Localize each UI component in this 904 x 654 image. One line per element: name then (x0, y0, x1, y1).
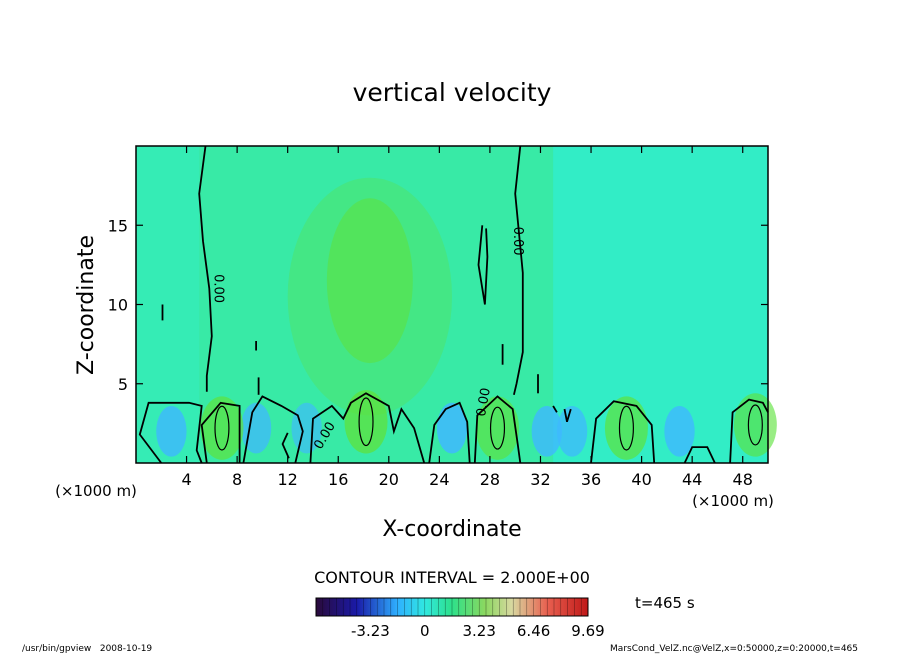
contour-interval-text: CONTOUR INTERVAL = 2.000E+00 (314, 568, 590, 587)
y-tick-labels: 5 10 15 (108, 216, 128, 394)
x-axis-label: X-coordinate (382, 517, 521, 542)
zero-contour-19 (563, 408, 572, 423)
zero-contour-7 (428, 401, 471, 464)
colorbar-label-0: -3.23 (351, 622, 390, 640)
downdraft-cell-1 (240, 402, 272, 454)
colorbar-tick-labels: -3.23 0 3.23 6.46 9.69 (351, 622, 605, 640)
x-tick-label-44: 44 (682, 470, 702, 489)
downdraft-cell-3 (436, 402, 468, 454)
x-tick-label-12: 12 (278, 470, 298, 489)
zero-contour-3 (138, 401, 203, 464)
downdraft-cell-6 (664, 405, 695, 457)
zero-contour-8 (473, 395, 522, 464)
x-unit-label-left: (×1000 m) (55, 482, 137, 500)
x-tick-label-32: 32 (530, 470, 550, 489)
contour-label-0: 0.00 (210, 274, 225, 303)
right-region-tint (553, 146, 768, 463)
zero-contour-0 (198, 145, 213, 392)
zero-contour-2 (477, 225, 489, 305)
time-label: t=465 s (635, 594, 695, 612)
colorbar-frame (315, 597, 589, 617)
velocity-field (136, 146, 777, 463)
axis-ticks (136, 146, 768, 463)
updraft-contour-0 (214, 405, 230, 451)
contour-label-1: 0.00 (510, 227, 525, 256)
zero-contour-5 (242, 395, 304, 464)
x-tick-label-16: 16 (328, 470, 348, 489)
x-tick-label-40: 40 (631, 470, 651, 489)
colorbar-label-1: 0 (420, 622, 430, 640)
x-tick-label-8: 8 (232, 470, 242, 489)
y-tick-label-15: 15 (108, 216, 128, 235)
colorbar: -3.23 0 3.23 6.46 9.69 (315, 597, 605, 640)
zero-contour-12 (281, 432, 290, 459)
x-tick-label-4: 4 (181, 470, 191, 489)
updraft-cell-2 (476, 396, 519, 460)
updraft-contour-3 (618, 405, 634, 451)
zero-contour-18 (552, 405, 558, 413)
x-tick-label-28: 28 (480, 470, 500, 489)
updraft-contours (214, 397, 763, 451)
downdraft-cell-2 (291, 402, 322, 454)
x-tick-label-20: 20 (379, 470, 399, 489)
chart-title: vertical velocity (353, 78, 552, 107)
downdraft-cell-4 (531, 405, 562, 457)
central-plume-core (326, 198, 413, 364)
colorbar-label-4: 9.69 (571, 622, 604, 640)
zero-contour-1 (513, 145, 524, 396)
downdraft-cell-0 (156, 405, 187, 457)
zero-contour-6 (309, 392, 426, 464)
colorbar-segments (322, 598, 582, 616)
colorbar-label-2: 3.23 (462, 622, 495, 640)
footer-left: /usr/bin/gpview 2008-10-19 (22, 644, 152, 654)
zero-contour-11 (729, 398, 769, 464)
zero-contour-10 (683, 446, 716, 464)
x-tick-labels: 4 8 12 16 20 24 28 32 36 40 44 48 (181, 470, 752, 489)
zero-contours (138, 145, 769, 464)
colorbar-label-3: 6.46 (517, 622, 550, 640)
updraft-cell-0 (200, 396, 244, 460)
x-unit-label-right: (×1000 m) (692, 492, 774, 510)
x-tick-label-24: 24 (429, 470, 449, 489)
x-tick-label-36: 36 (581, 470, 601, 489)
updraft-cell-3 (604, 396, 648, 460)
x-tick-label-48: 48 (733, 470, 753, 489)
plot-area: 0.000.000.000.00 (135, 145, 777, 464)
y-tick-label-5: 5 (118, 375, 128, 394)
contour-label-2: 0.00 (474, 387, 494, 418)
footer-right: MarsCond_VelZ.nc@VelZ,x=0:50000,z=0:2000… (610, 644, 858, 654)
y-axis-label: Z-coordinate (74, 235, 99, 375)
updraft-contour-4 (747, 404, 763, 446)
updraft-cell-4 (733, 393, 777, 457)
updraft-contour-2 (489, 406, 506, 450)
updraft-cell-1 (344, 390, 388, 454)
zero-contour-9 (590, 400, 656, 464)
y-tick-label-10: 10 (108, 296, 128, 315)
downdraft-cell-5 (556, 405, 588, 457)
zero-contour-4 (200, 401, 241, 464)
updraft-contour-1 (358, 397, 374, 447)
